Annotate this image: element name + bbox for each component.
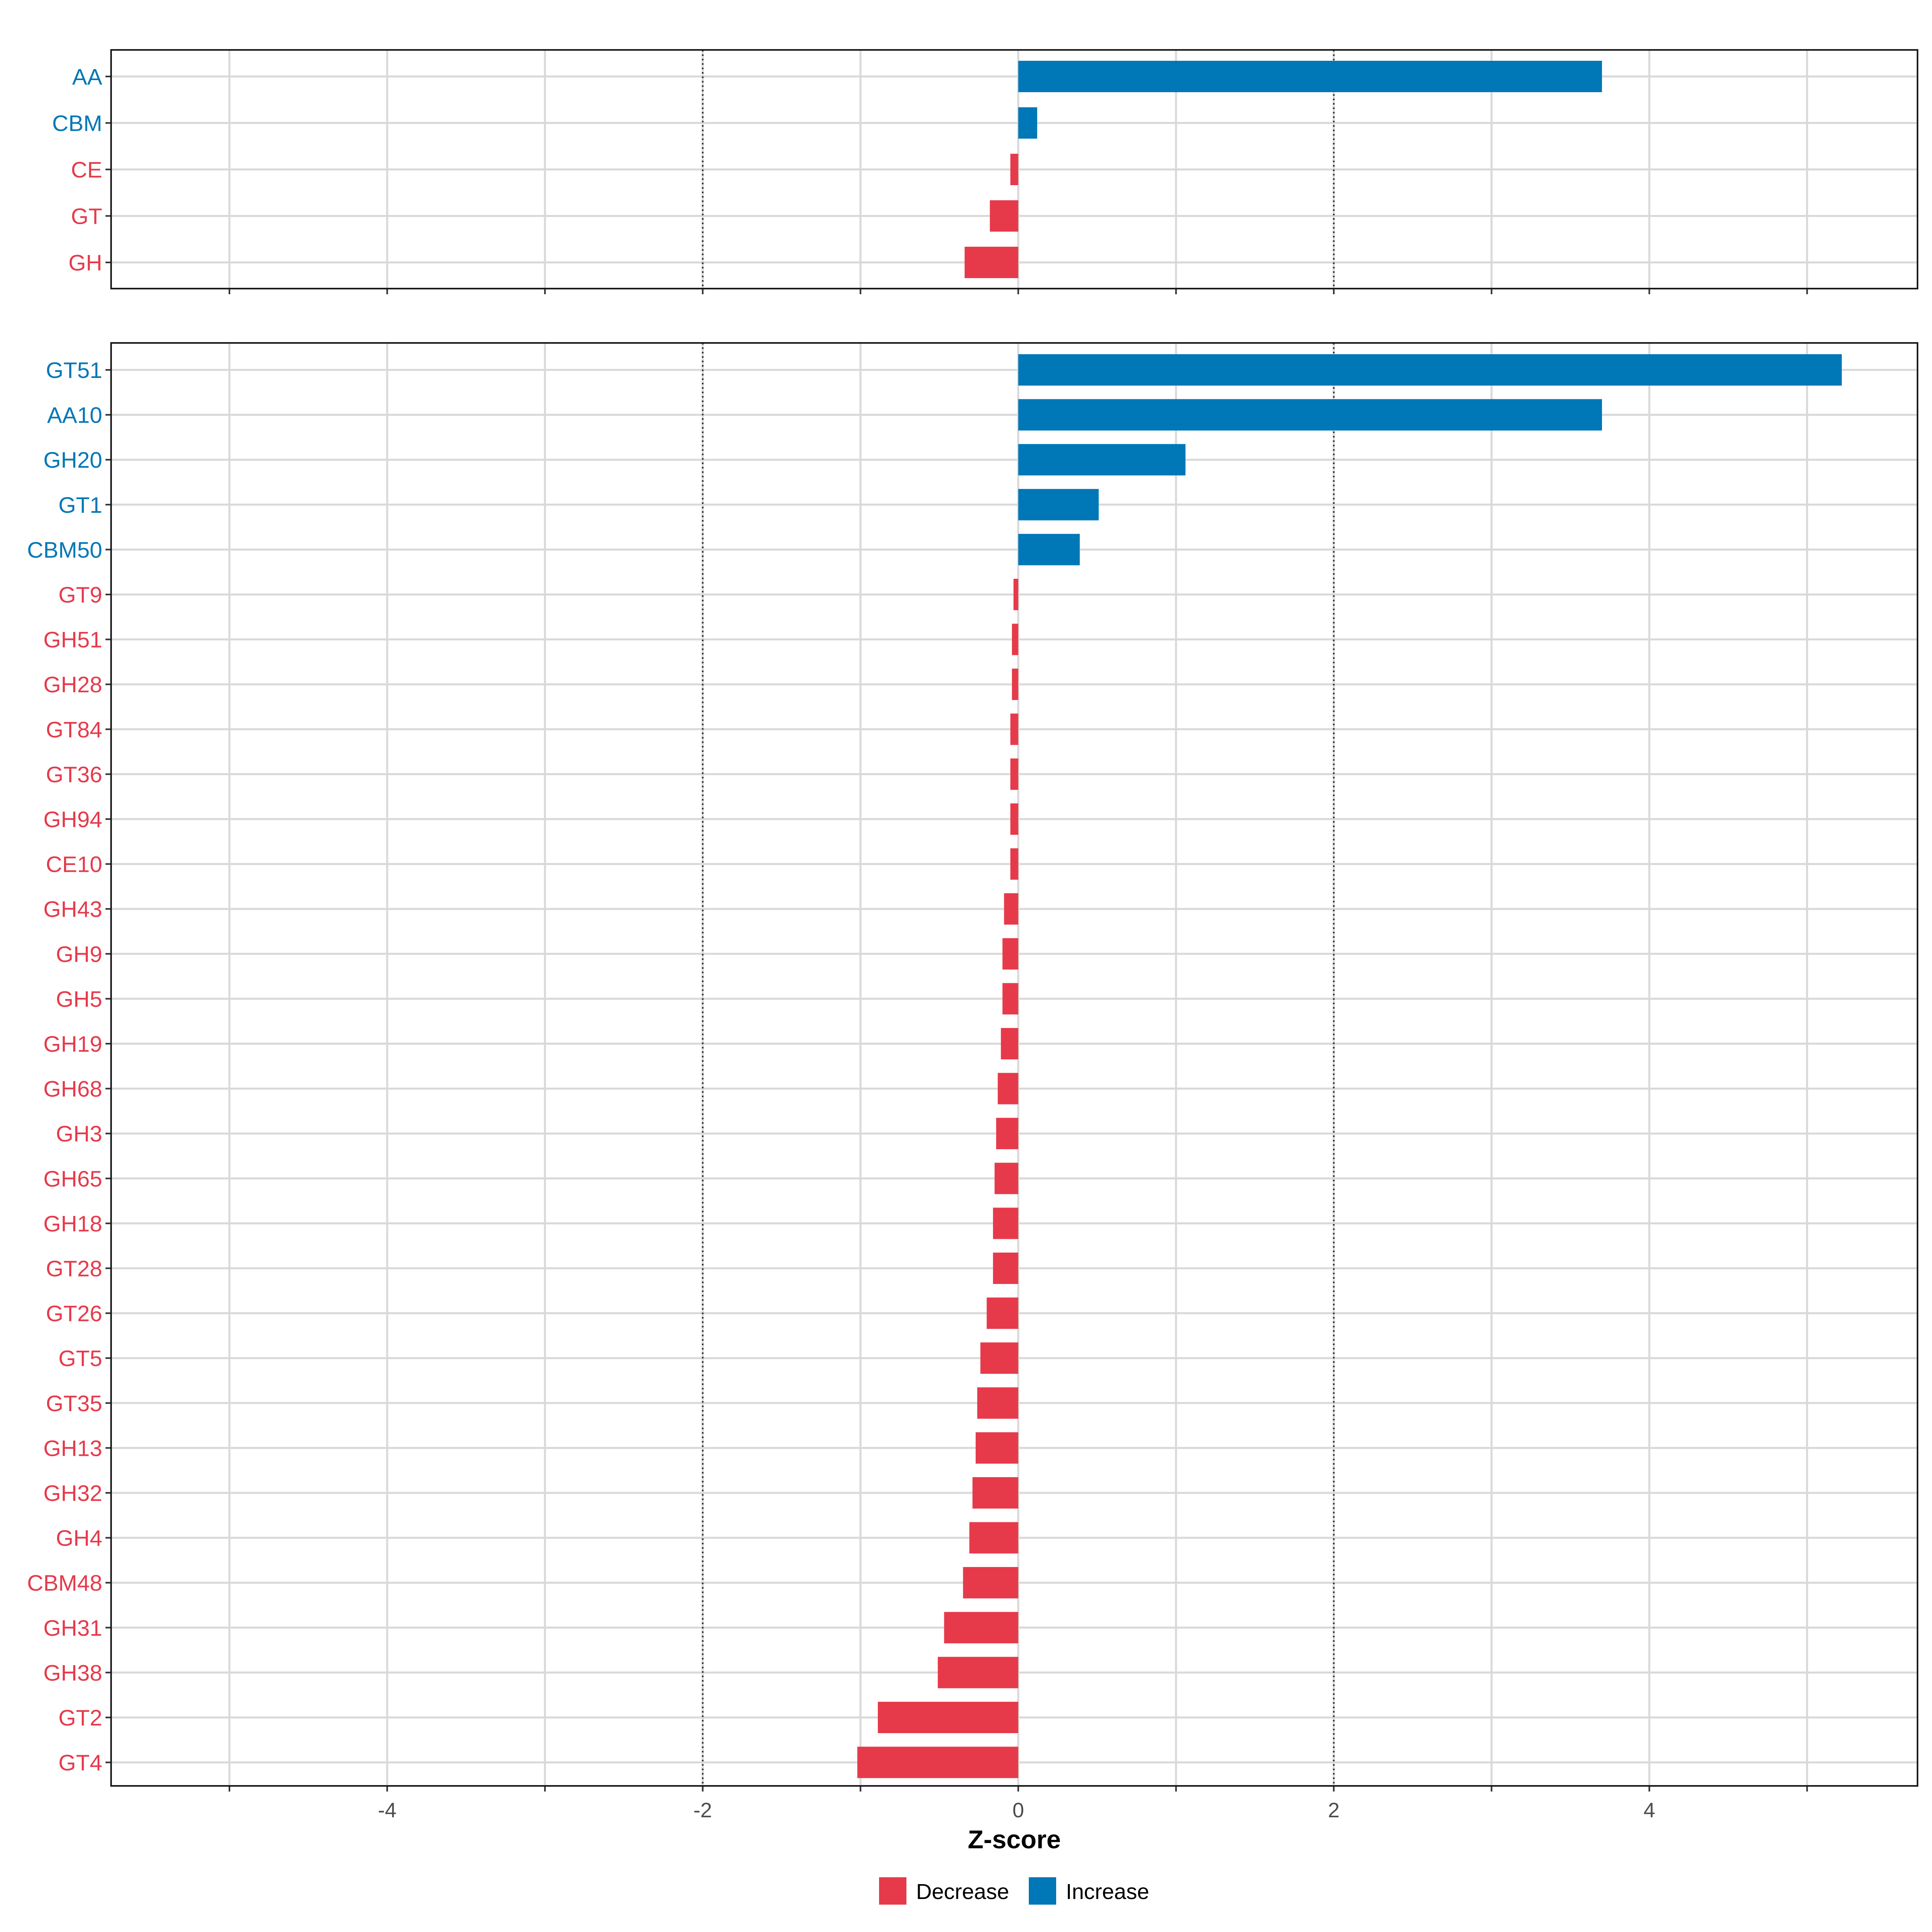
bar-gt9: [1013, 579, 1018, 610]
y-tick-label: CBM: [52, 111, 102, 136]
y-tick-label: GH94: [43, 807, 102, 832]
bar-gt84: [1010, 713, 1018, 745]
y-tick-label: GH32: [43, 1480, 102, 1506]
y-tick-label: CBM50: [27, 537, 102, 562]
bar-gh: [964, 247, 1018, 278]
y-tick-label: GT28: [46, 1256, 102, 1281]
bar-gt: [990, 200, 1018, 232]
bar-gt36: [1010, 758, 1018, 790]
x-axis-title: Z-score: [968, 1825, 1061, 1854]
bar-gh32: [972, 1477, 1018, 1509]
y-tick-label: GT: [71, 204, 102, 229]
bar-cbm50: [1018, 534, 1080, 566]
y-tick-label: GH38: [43, 1660, 102, 1685]
legend-swatch-increase: [1029, 1877, 1056, 1905]
y-tick-label: GH9: [56, 941, 102, 967]
y-tick-label: GH28: [43, 672, 102, 697]
y-tick-label: GH3: [56, 1121, 102, 1146]
x-tick-label: -2: [694, 1799, 712, 1822]
y-tick-label: GH65: [43, 1166, 102, 1191]
x-axis: -4 -2 0 2 4: [378, 1799, 1655, 1822]
bar-gh19: [1001, 1028, 1018, 1059]
bar-gh94: [1010, 803, 1018, 835]
y-tick-label: AA10: [47, 402, 102, 428]
bar-gt28: [993, 1253, 1018, 1284]
y-tick-label: GH13: [43, 1435, 102, 1461]
top-panel: AA CBM CE GT GH: [52, 49, 1918, 294]
bar-gh5: [1002, 983, 1018, 1015]
bar-cbm48: [963, 1567, 1018, 1599]
bar-ce: [1010, 154, 1018, 185]
bar-ce10: [1010, 848, 1018, 880]
bar-gt5: [980, 1342, 1018, 1374]
y-tick-label: CE10: [46, 852, 102, 877]
y-tick-label: GH31: [43, 1615, 102, 1641]
legend-swatch-decrease: [879, 1877, 906, 1905]
bar-gt51: [1018, 354, 1842, 386]
y-tick-label: GT35: [46, 1391, 102, 1416]
y-tick-label: GH51: [43, 627, 102, 652]
y-tick-label: GH18: [43, 1211, 102, 1236]
y-tick-label: GH: [68, 250, 102, 275]
bar-gt4: [857, 1746, 1018, 1778]
bar-gh65: [995, 1162, 1018, 1194]
y-tick-label: GH43: [43, 896, 102, 922]
bar-gh3: [996, 1118, 1018, 1150]
y-tick-label: GT51: [46, 357, 102, 383]
panel-border: [110, 342, 1918, 1787]
bar-gt26: [987, 1297, 1018, 1329]
panel-border: [110, 49, 1918, 289]
bottom-panel: GT51 AA10 GH20 GT1 CBM50 GT9 GH51 GH28 GT84 GT36 G…: [27, 342, 1918, 1792]
bar-cbm: [1018, 107, 1037, 139]
bar-gt2: [877, 1702, 1018, 1733]
bar-gh9: [1002, 938, 1018, 970]
y-tick-label: GT9: [58, 582, 102, 607]
legend-label-decrease: Decrease: [916, 1880, 1009, 1904]
y-tick-label: CBM48: [27, 1570, 102, 1596]
bar-gh68: [997, 1073, 1018, 1104]
bar-gh20: [1018, 444, 1186, 476]
bar-aa10: [1018, 399, 1602, 431]
bar-gh18: [993, 1208, 1018, 1239]
bar-gh51: [1012, 623, 1018, 655]
bar-gh4: [969, 1522, 1018, 1554]
x-tick-label: 2: [1328, 1799, 1340, 1822]
y-tick-label: GT1: [58, 492, 102, 518]
y-tick-label: GT84: [46, 717, 102, 742]
bar-gh38: [937, 1657, 1018, 1688]
y-tick-label: CE: [71, 157, 102, 182]
x-tick-label: 0: [1012, 1799, 1024, 1822]
legend: Decrease Increase: [879, 1877, 1149, 1905]
y-tick-label: GT2: [58, 1705, 102, 1730]
y-tick-label: GT36: [46, 762, 102, 787]
bar-gh31: [944, 1612, 1018, 1643]
bar-gh13: [975, 1432, 1018, 1464]
y-tick-label: GH5: [56, 986, 102, 1011]
bar-gt1: [1018, 489, 1099, 520]
y-tick-label: AA: [72, 64, 102, 89]
y-tick-label: GT26: [46, 1301, 102, 1326]
y-tick-label: GH19: [43, 1031, 102, 1057]
bar-gh43: [1004, 893, 1018, 925]
legend-label-increase: Increase: [1066, 1880, 1149, 1904]
bar-aa: [1018, 61, 1602, 92]
y-tick-label: GT4: [58, 1750, 102, 1775]
y-tick-label: GH4: [56, 1525, 102, 1551]
bar-gh28: [1012, 669, 1018, 700]
bar-gt35: [977, 1387, 1018, 1419]
y-tick-label: GH68: [43, 1076, 102, 1102]
y-tick-label: GH20: [43, 447, 102, 473]
y-tick-label: GT5: [58, 1346, 102, 1371]
x-tick-label: 4: [1643, 1799, 1655, 1822]
x-tick-label: -4: [378, 1799, 396, 1822]
